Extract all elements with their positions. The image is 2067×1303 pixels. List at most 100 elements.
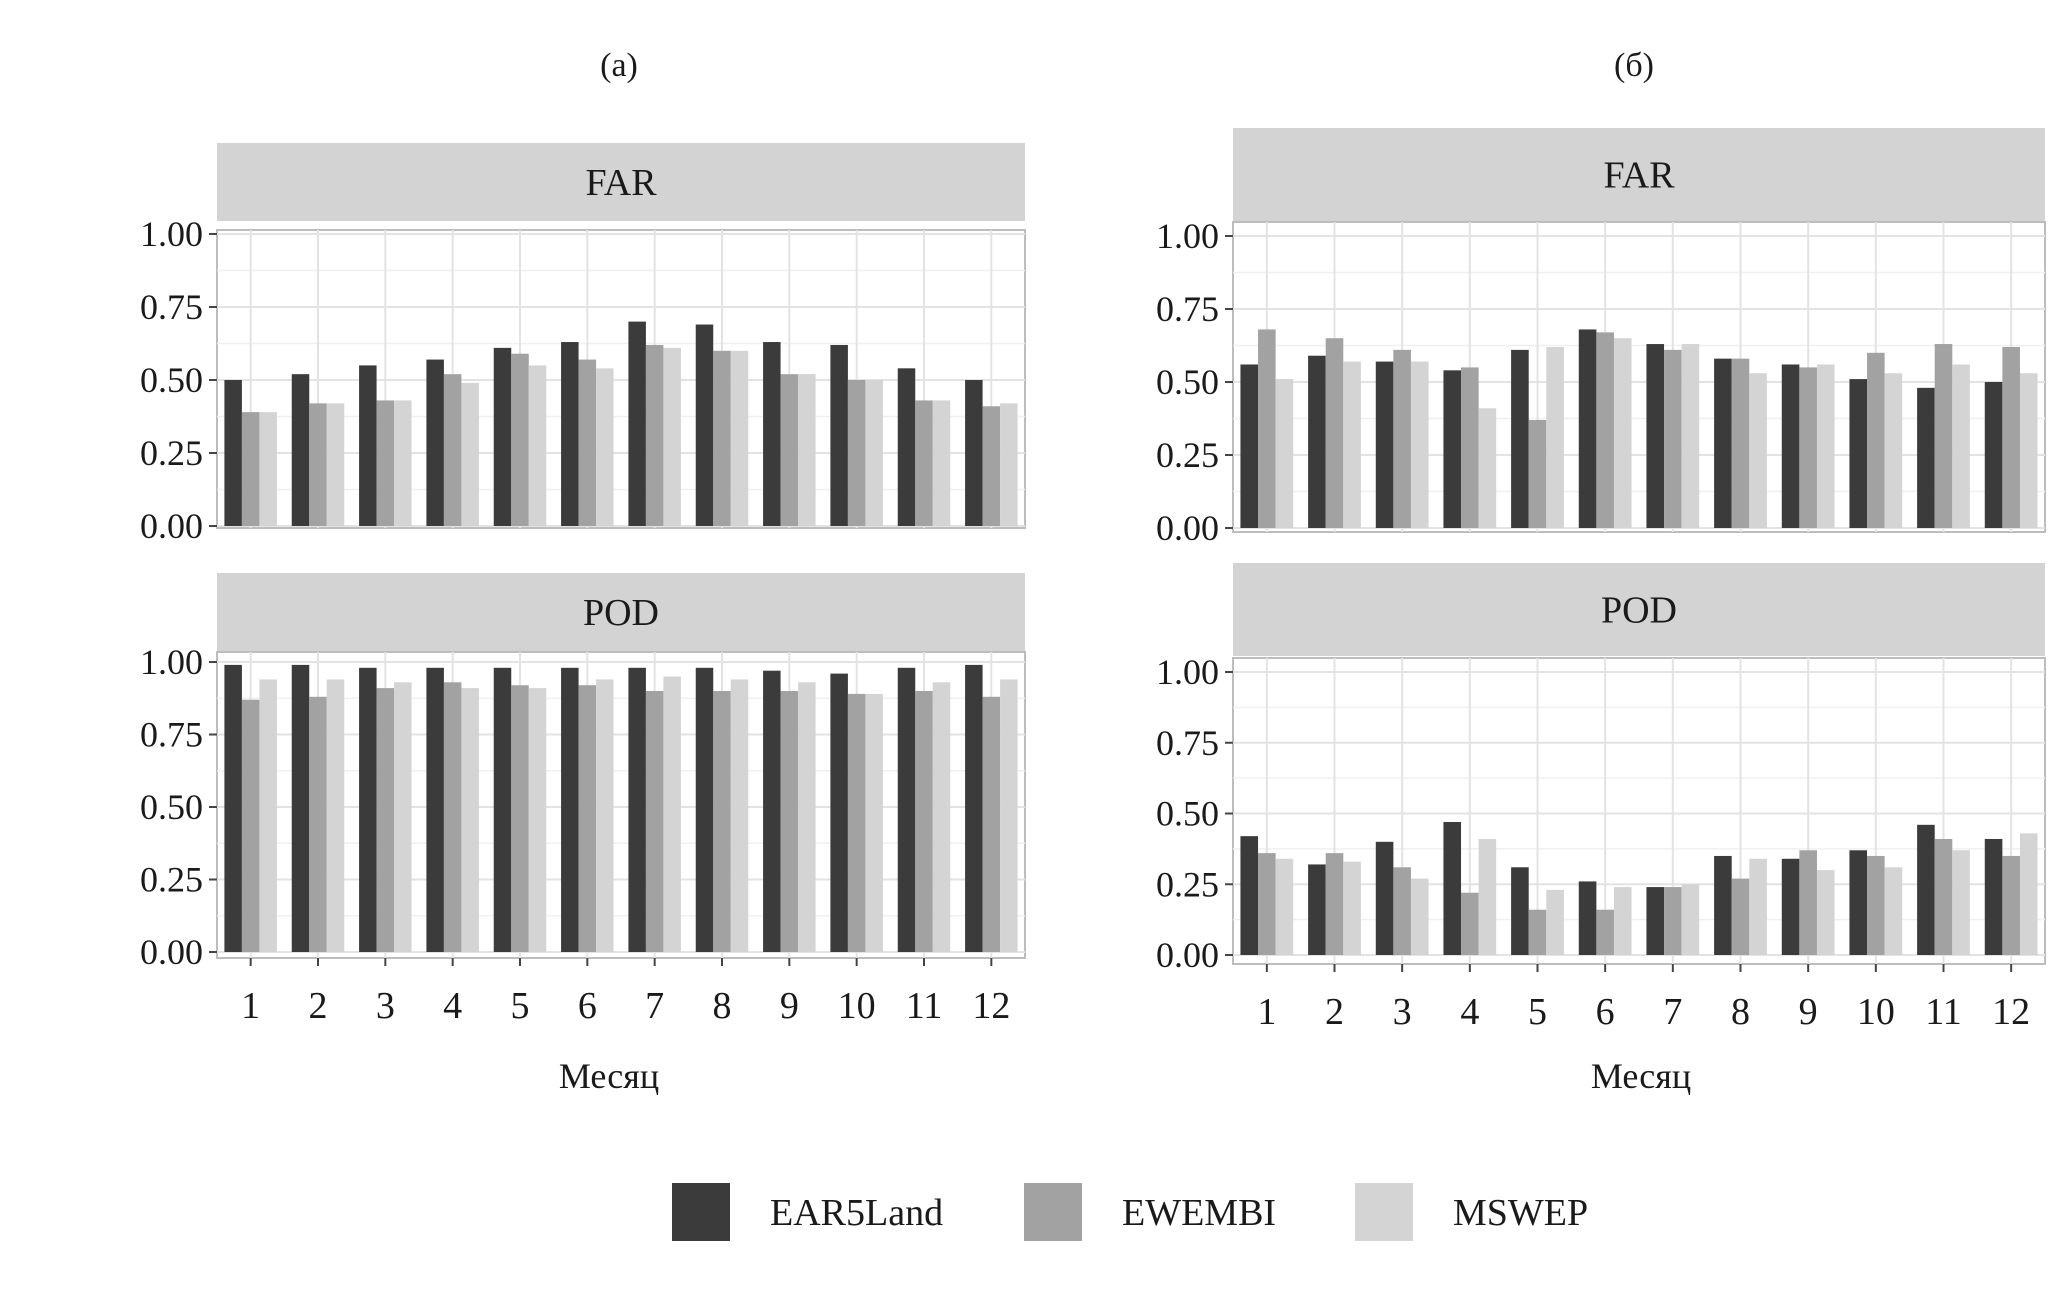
bar-b-far-ear5land-4	[1443, 370, 1462, 528]
x-tick-label-a-pod: 12	[972, 985, 1010, 1027]
bar-a-far-ewembi-9	[780, 374, 799, 526]
bar-a-far-ear5land-10	[830, 344, 848, 526]
bar-b-pod-ewembi-11	[1934, 838, 1953, 955]
bar-a-far-mswep-8	[730, 350, 749, 526]
bar-a-far-ear5land-3	[359, 365, 377, 526]
bar-b-pod-ewembi-10	[1867, 855, 1885, 955]
x-tick-label-b-pod: 2	[1325, 991, 1344, 1033]
legend-swatch-ewembi	[1024, 1183, 1082, 1241]
bar-a-pod-mswep-11	[932, 682, 951, 952]
bar-b-pod-ewembi-12	[2002, 855, 2020, 955]
y-tick-label-b-far: 0.75	[1156, 289, 1219, 329]
bar-a-far-ewembi-8	[713, 350, 731, 526]
panel-a-far-chart: FAR 0.00 0.25 0.50 0.75 1.00	[140, 143, 1026, 546]
bar-a-pod-ewembi-2	[309, 696, 327, 952]
bar-b-pod-ewembi-6	[1596, 909, 1614, 955]
bar-b-pod-ewembi-8	[1731, 878, 1750, 955]
bar-b-pod-mswep-9	[1816, 870, 1835, 955]
y-tick-label-a-pod: 1.00	[140, 642, 203, 682]
bar-b-far-ear5land-7	[1646, 344, 1665, 528]
bar-a-far-mswep-3	[394, 400, 412, 526]
x-tick-label-a-pod: 5	[511, 985, 530, 1027]
bar-b-far-ewembi-3	[1393, 349, 1411, 528]
bar-b-pod-mswep-7	[1681, 884, 1700, 955]
bar-a-pod-ewembi-7	[645, 691, 664, 952]
bar-a-pod-ewembi-1	[241, 699, 260, 952]
bar-a-far-mswep-9	[798, 374, 816, 526]
bar-b-far-ear5land-5	[1511, 349, 1529, 528]
bar-b-pod-mswep-5	[1546, 889, 1564, 955]
y-tick-label-a-pod: 0.50	[140, 787, 203, 827]
x-tick-label-b-pod: 3	[1393, 991, 1412, 1033]
bar-b-pod-ear5land-11	[1917, 824, 1935, 955]
bar-b-far-ewembi-6	[1596, 332, 1614, 528]
bar-b-far-ewembi-12	[2002, 346, 2020, 528]
bar-a-far-ewembi-4	[443, 374, 462, 526]
bar-a-far-ewembi-3	[376, 400, 395, 526]
facet-title-b-far: FAR	[1603, 155, 1675, 197]
bar-a-pod-ewembi-11	[915, 691, 933, 952]
panel-b-far-chart: FAR 0.00 0.25 0.50 0.75 1.00	[1156, 128, 2046, 548]
bar-b-far-ear5land-11	[1917, 387, 1935, 528]
plot-area-b-far	[1232, 221, 2046, 533]
legend-label-mswep: MSWEP	[1453, 1192, 1588, 1234]
bar-a-pod-ear5land-8	[695, 667, 714, 952]
legend: EAR5Land EWEMBI MSWEP	[672, 1183, 1588, 1241]
bar-a-far-mswep-12	[1000, 403, 1018, 526]
bar-b-pod-mswep-8	[1749, 858, 1767, 955]
bar-a-far-ewembi-1	[241, 412, 260, 526]
bar-a-far-ewembi-12	[982, 406, 1001, 526]
bar-b-far-ear5land-3	[1375, 361, 1394, 528]
bar-a-far-ewembi-10	[847, 380, 866, 526]
bar-a-pod-ear5land-9	[763, 670, 781, 952]
bar-b-pod-ear5land-10	[1849, 850, 1868, 955]
bar-b-pod-mswep-11	[1952, 850, 1970, 955]
facet-strip-b-pod	[1233, 563, 2045, 656]
x-tick-label-b-pod: 5	[1528, 991, 1547, 1033]
bar-b-pod-ear5land-4	[1443, 821, 1462, 955]
bar-a-far-ear5land-11	[897, 368, 916, 526]
bar-a-far-mswep-2	[326, 403, 345, 526]
bar-a-far-ewembi-6	[578, 359, 597, 526]
panel-a-x-axis-label: Месяц	[559, 1056, 659, 1096]
bar-a-pod-mswep-8	[730, 679, 749, 952]
bar-a-pod-ewembi-6	[578, 685, 597, 952]
x-tick-label-a-pod: 8	[713, 985, 732, 1027]
bar-b-far-ear5land-8	[1714, 358, 1732, 528]
legend-label-ear5land: EAR5Land	[770, 1192, 943, 1234]
bar-a-pod-mswep-4	[461, 688, 479, 952]
bar-b-pod-mswep-10	[1884, 867, 1903, 955]
bar-b-far-ewembi-4	[1461, 367, 1479, 528]
bar-a-pod-ear5land-3	[359, 667, 377, 952]
bar-b-far-mswep-11	[1952, 364, 1970, 528]
bar-a-pod-ear5land-5	[493, 667, 512, 952]
bar-a-far-mswep-6	[596, 368, 614, 526]
y-tick-label-b-pod: 0.00	[1156, 935, 1219, 975]
bar-b-far-ear5land-10	[1849, 379, 1868, 528]
facet-title-a-far: FAR	[585, 162, 657, 204]
bar-a-far-ewembi-5	[511, 353, 529, 526]
x-tick-label-a-pod: 11	[906, 985, 943, 1027]
x-tick-label-b-pod: 12	[1992, 991, 2030, 1033]
bar-a-far-ear5land-8	[695, 324, 714, 526]
bar-b-pod-ewembi-7	[1664, 887, 1682, 955]
x-tick-label-a-pod: 4	[443, 985, 462, 1027]
bar-a-pod-mswep-7	[663, 676, 681, 952]
bar-a-far-ear5land-9	[763, 342, 781, 526]
y-tick-label-a-far: 0.75	[140, 287, 203, 327]
legend-swatch-ear5land	[672, 1183, 730, 1241]
bar-a-pod-mswep-12	[1000, 679, 1018, 952]
bar-a-pod-ewembi-10	[847, 693, 866, 952]
y-tick-label-b-far: 0.00	[1156, 508, 1219, 548]
bar-b-far-mswep-3	[1410, 361, 1429, 528]
bar-b-pod-ear5land-5	[1511, 867, 1529, 955]
bar-a-pod-ear5land-2	[291, 664, 310, 952]
bar-a-far-mswep-1	[259, 412, 277, 526]
plot-area-a-pod	[216, 651, 1026, 959]
bar-a-pod-ewembi-5	[511, 685, 529, 952]
bar-b-far-ewembi-2	[1325, 338, 1344, 528]
bar-a-far-mswep-7	[663, 347, 681, 526]
bar-a-pod-mswep-3	[394, 682, 412, 952]
